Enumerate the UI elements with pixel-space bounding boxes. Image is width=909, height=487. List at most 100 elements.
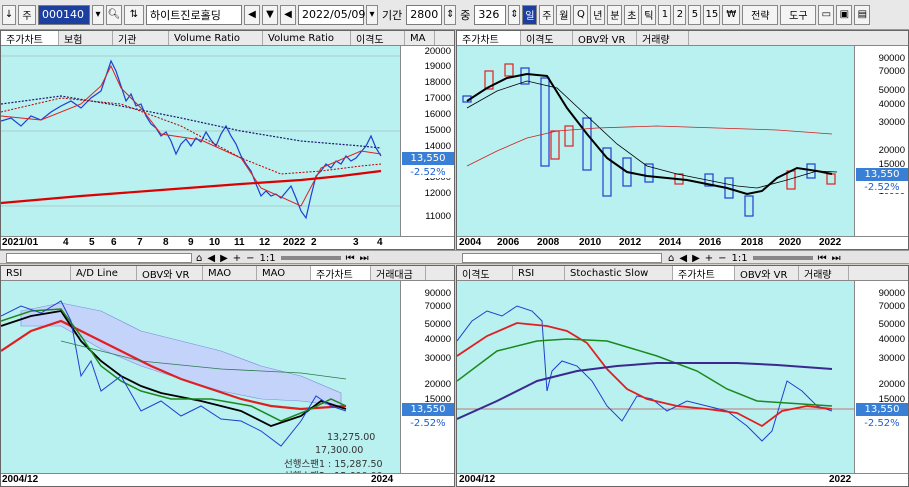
ma-plot-bottom-right — [457, 305, 857, 442]
tab-volume[interactable]: 거래량 — [637, 31, 689, 45]
x-axis-top-right: 2004 2006 2008 2010 2012 2014 2016 2018 … — [457, 236, 908, 249]
tab-stochastic-slow[interactable]: Stochastic Slow — [565, 266, 673, 280]
tab-ad-line[interactable]: A/D Line — [71, 266, 137, 280]
tab-price-chart[interactable]: 주가차트 — [457, 31, 521, 45]
change-pct-badge: -2.52% — [402, 417, 454, 429]
zoom-slider[interactable] — [752, 256, 813, 260]
tab-disparity[interactable]: 이격도 — [521, 31, 573, 45]
interval-second-button[interactable]: 초 — [624, 4, 640, 25]
folder-icon[interactable]: ▭ — [818, 4, 835, 25]
interval-year-button[interactable]: 년 — [590, 4, 606, 25]
tab-price-chart[interactable]: 주가차트 — [673, 266, 735, 280]
code-dropdown-icon[interactable]: ▾ — [92, 4, 104, 25]
chart-pane-top-right[interactable]: 주가차트 이격도 OBV와 VR 거래량 90000 70000 50000 4… — [456, 30, 909, 250]
next-page-icon[interactable]: ▶ — [692, 252, 700, 264]
count-spin-icon[interactable]: ⇕ — [508, 4, 521, 25]
y-tick: 90000 — [424, 288, 451, 299]
chart-pane-bottom-right[interactable]: 이격도 RSI Stochastic Slow 주가차트 OBV와 VR 거래량… — [456, 265, 909, 487]
home-icon[interactable]: ⌂ — [196, 252, 203, 264]
stock-name-field[interactable]: 하이트진로홀딩 — [146, 4, 242, 25]
x-tick: 8 — [163, 237, 169, 248]
tab-trade-value[interactable]: 거래대금 — [371, 266, 426, 280]
tab-mao-2[interactable]: MAO — [257, 266, 311, 280]
interval-monthly-button[interactable]: 월 — [556, 4, 572, 25]
interval-tick-button[interactable]: 틱 — [641, 4, 657, 25]
tab-volume[interactable]: 거래량 — [799, 266, 849, 280]
calendar-dropdown-icon[interactable]: ▾ — [366, 4, 378, 25]
date-input[interactable]: 2022/05/09 — [298, 4, 365, 25]
tab-volume-ratio-2[interactable]: Volume Ratio — [263, 31, 351, 45]
search-icon[interactable]: 🔍︎ — [106, 4, 122, 25]
period-spin-icon[interactable]: ⇕ — [444, 4, 457, 25]
interval-15-button[interactable]: 15 — [703, 4, 721, 25]
left-button[interactable]: ◀ — [280, 4, 296, 25]
down-arrow-button[interactable]: ↓ — [2, 4, 16, 25]
prev-button[interactable]: ◀ — [244, 4, 260, 25]
down-button[interactable]: ▼ — [262, 4, 278, 25]
tab-disparity[interactable]: 이격도 — [457, 266, 513, 280]
tools-button[interactable]: 도구 — [780, 4, 817, 25]
count-label: 중 — [460, 8, 471, 22]
first-icon[interactable]: ⏮ — [345, 252, 355, 264]
first-icon[interactable]: ⏮ — [817, 252, 827, 264]
interval-1-button[interactable]: 1 — [658, 4, 672, 25]
tab-rsi[interactable]: RSI — [1, 266, 71, 280]
chart-pane-top-left[interactable]: 주가차트 보험 기관 Volume Ratio Volume Ratio 이격도… — [0, 30, 455, 250]
interval-minute-button[interactable]: 분 — [607, 4, 623, 25]
nav-controls-right: ⌂ ◀ ▶ + − 1:1 ⏮ ⏭ — [668, 251, 841, 265]
interval-weekly-button[interactable]: 주 — [539, 4, 555, 25]
y-tick: 11000 — [425, 211, 451, 222]
x-tick: 2016 — [699, 237, 722, 248]
tab-price-chart[interactable]: 주가차트 — [311, 266, 371, 280]
last-icon[interactable]: ⏭ — [831, 252, 841, 264]
change-pct-badge: -2.52% — [402, 166, 454, 178]
chart-pane-bottom-left[interactable]: RSI A/D Line OBV와 VR MAO MAO 주가차트 거래대금 1… — [0, 265, 455, 487]
prev-page-icon[interactable]: ◀ — [207, 252, 216, 264]
zoom-in-icon[interactable]: + — [704, 252, 714, 264]
tab-obv-vr[interactable]: OBV와 VR — [573, 31, 637, 45]
zoom-ratio-label[interactable]: 1:1 — [259, 252, 276, 264]
save-icon[interactable]: ▣ — [836, 4, 853, 25]
tab-obv-vr[interactable]: OBV와 VR — [137, 266, 203, 280]
x-tick: 3 — [353, 237, 359, 248]
y-tick: 90000 — [878, 288, 905, 299]
won-icon[interactable]: ₩ — [722, 4, 741, 25]
tab-price-chart[interactable]: 주가차트 — [1, 31, 59, 45]
y-tick: 50000 — [878, 319, 905, 330]
zoom-in-icon[interactable]: + — [232, 252, 242, 264]
interval-daily-button[interactable]: 일 — [522, 4, 538, 25]
period-input[interactable]: 2800 — [406, 4, 443, 25]
interval-2-button[interactable]: 2 — [673, 4, 687, 25]
tab-obv-vr[interactable]: OBV와 VR — [735, 266, 799, 280]
mode-select[interactable]: 주 — [18, 4, 36, 25]
scrollbar-right[interactable] — [462, 253, 662, 263]
strategy-button[interactable]: 전략 — [742, 4, 779, 25]
scrollbar-left[interactable] — [6, 253, 192, 263]
interval-quarter-button[interactable]: Q — [573, 4, 589, 25]
tab-disparity[interactable]: 이격도 — [351, 31, 405, 45]
interval-5-button[interactable]: 5 — [688, 4, 702, 25]
zoom-ratio-label[interactable]: 1:1 — [731, 252, 748, 264]
zoom-out-icon[interactable]: − — [718, 252, 727, 264]
tab-insurance[interactable]: 보험 — [59, 31, 113, 45]
tab-institution[interactable]: 기관 — [113, 31, 169, 45]
y-axis-top-left: 20000 19000 18000 17000 16000 15000 1400… — [400, 46, 454, 236]
tab-ma[interactable]: MA — [405, 31, 435, 45]
y-tick: 70000 — [878, 301, 905, 312]
print-icon[interactable]: ▤ — [854, 4, 871, 25]
count-input[interactable]: 326 — [474, 4, 507, 25]
tab-volume-ratio-1[interactable]: Volume Ratio — [169, 31, 263, 45]
y-tick: 14000 — [424, 141, 451, 152]
stock-code-input[interactable]: 000140 — [38, 4, 90, 25]
zoom-out-icon[interactable]: − — [246, 252, 255, 264]
next-page-icon[interactable]: ▶ — [220, 252, 228, 264]
y-tick: 30000 — [878, 353, 905, 364]
home-icon[interactable]: ⌂ — [668, 252, 675, 264]
tab-mao-1[interactable]: MAO — [203, 266, 257, 280]
last-icon[interactable]: ⏭ — [359, 252, 369, 264]
tab-rsi[interactable]: RSI — [513, 266, 565, 280]
x-tick: 2 — [311, 237, 317, 248]
sort-icon[interactable]: ⇅ — [124, 4, 144, 25]
prev-page-icon[interactable]: ◀ — [679, 252, 688, 264]
zoom-slider[interactable] — [280, 256, 341, 260]
